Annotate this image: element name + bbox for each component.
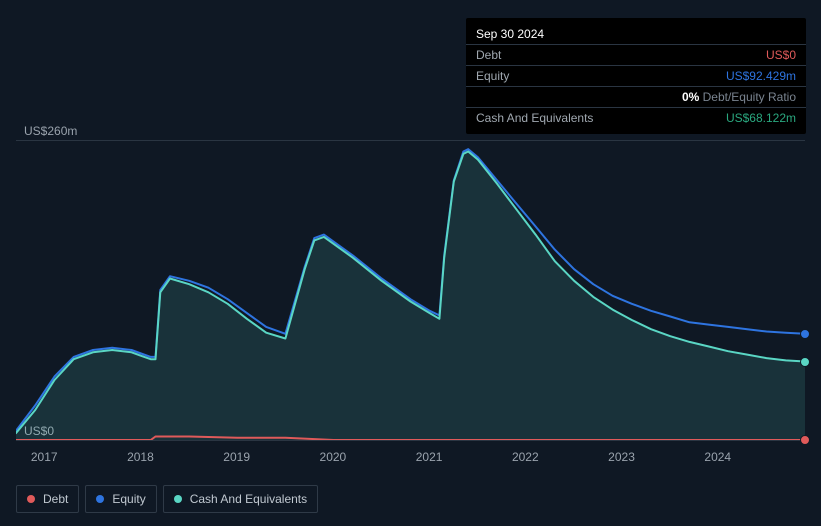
tooltip-label: Cash And Equivalents [476,111,726,125]
tooltip-value: US$68.122m [726,111,796,125]
tooltip-label: Equity [476,69,726,83]
gridline-bottom [16,440,805,441]
chart-svg [16,140,805,440]
legend-label: Equity [112,492,145,506]
tooltip-row: Cash And EquivalentsUS$68.122m [466,108,806,128]
legend-item-equity[interactable]: Equity [85,485,156,513]
tooltip-row: 0% Debt/Equity Ratio [466,87,806,108]
tooltip-value: 0% Debt/Equity Ratio [682,90,796,104]
tooltip-label [476,90,682,104]
end-marker-equity [800,329,810,339]
tooltip-label: Debt [476,48,766,62]
legend-label: Debt [43,492,68,506]
equity-icon [96,495,104,503]
debt-icon [27,495,35,503]
legend: Debt Equity Cash And Equivalents [16,485,318,513]
end-marker-cash [800,357,810,367]
cash-icon [174,495,182,503]
y-max-label: US$260m [24,124,77,138]
legend-label: Cash And Equivalents [190,492,307,506]
tooltip-row: EquityUS$92.429m [466,66,806,87]
tooltip-date: Sep 30 2024 [466,24,806,45]
tooltip-value: US$0 [766,48,796,62]
legend-item-cash[interactable]: Cash And Equivalents [163,485,318,513]
tooltip-row: DebtUS$0 [466,45,806,66]
chart-plot-area [16,140,805,440]
end-marker-debt [800,435,810,445]
tooltip-box: Sep 30 2024DebtUS$0EquityUS$92.429m0% De… [466,18,806,134]
legend-item-debt[interactable]: Debt [16,485,79,513]
tooltip-value: US$92.429m [726,69,796,83]
